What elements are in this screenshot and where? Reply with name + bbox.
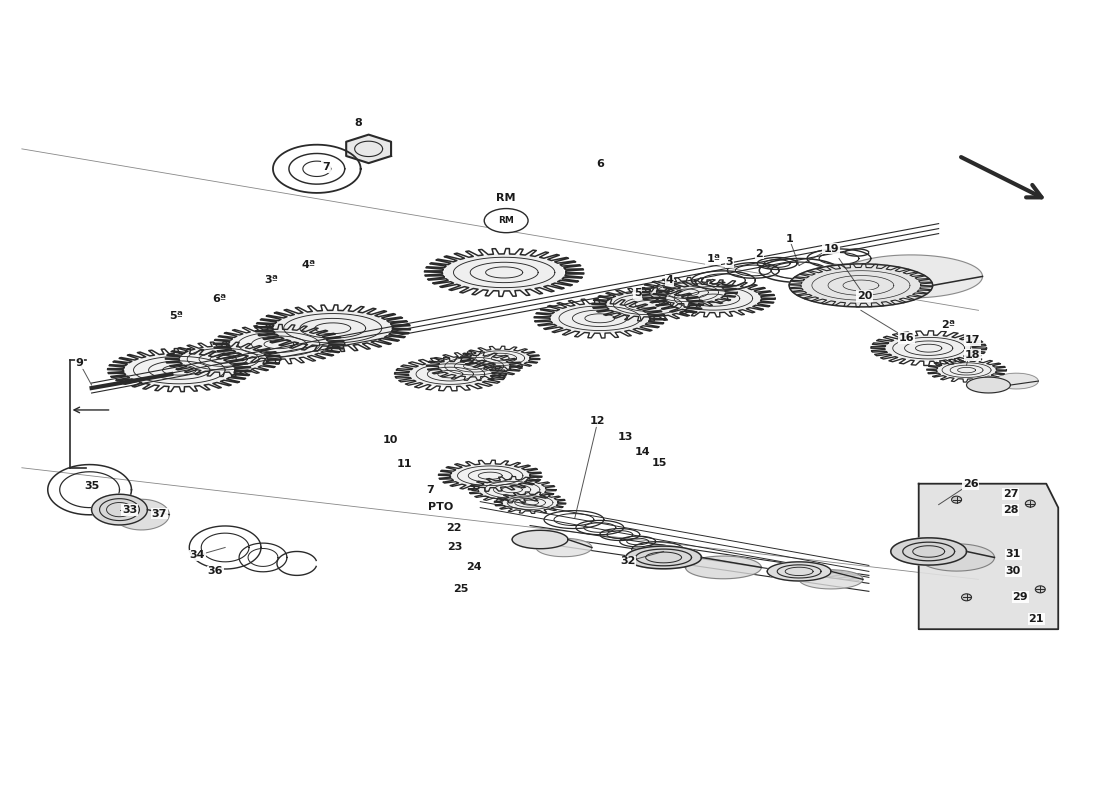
Text: 16: 16 [899, 334, 914, 343]
Polygon shape [651, 282, 724, 303]
Polygon shape [789, 255, 982, 307]
Text: 4: 4 [666, 275, 673, 286]
Text: RM: RM [496, 193, 516, 202]
Polygon shape [440, 356, 508, 377]
Text: 1: 1 [785, 234, 793, 243]
Text: 7: 7 [427, 485, 434, 494]
Polygon shape [938, 362, 996, 378]
Ellipse shape [484, 209, 528, 233]
Polygon shape [480, 480, 544, 499]
Polygon shape [552, 304, 648, 333]
Polygon shape [444, 254, 563, 290]
Text: 9: 9 [76, 358, 84, 368]
Polygon shape [767, 562, 830, 581]
Polygon shape [91, 494, 147, 525]
Ellipse shape [961, 594, 971, 601]
Ellipse shape [1035, 586, 1045, 593]
Polygon shape [626, 546, 702, 569]
Text: 35: 35 [84, 481, 99, 490]
Text: 32: 32 [620, 557, 636, 566]
Polygon shape [918, 484, 1058, 630]
Text: 8: 8 [355, 118, 363, 128]
Polygon shape [231, 330, 327, 358]
Polygon shape [513, 530, 568, 549]
Polygon shape [472, 350, 529, 366]
Text: 22: 22 [447, 522, 462, 533]
Polygon shape [967, 377, 1011, 393]
Polygon shape [891, 538, 967, 565]
Text: 3: 3 [726, 258, 734, 267]
Text: 25: 25 [452, 584, 468, 594]
Text: 30: 30 [1005, 566, 1021, 577]
Text: 15: 15 [652, 458, 668, 468]
Text: 2ª: 2ª [942, 320, 956, 330]
Text: 12: 12 [590, 416, 606, 426]
Text: 10: 10 [383, 435, 398, 445]
Polygon shape [789, 264, 933, 307]
Text: 36: 36 [208, 566, 223, 577]
Polygon shape [275, 311, 390, 346]
Text: 33: 33 [122, 505, 138, 514]
Text: 24: 24 [466, 562, 482, 573]
Polygon shape [125, 354, 233, 386]
Text: 7: 7 [322, 162, 330, 172]
Polygon shape [182, 346, 265, 372]
Polygon shape [891, 538, 994, 571]
Text: RM: RM [498, 216, 514, 225]
Text: 4ª: 4ª [301, 261, 316, 270]
Text: 5ª: 5ª [169, 311, 184, 322]
Text: 28: 28 [1002, 505, 1019, 514]
Text: 21: 21 [1028, 614, 1044, 624]
Text: 19: 19 [823, 243, 839, 254]
Ellipse shape [1025, 500, 1035, 507]
Text: PTO: PTO [428, 502, 453, 512]
Polygon shape [607, 292, 688, 316]
Text: 26: 26 [962, 478, 978, 489]
Polygon shape [504, 494, 557, 510]
Text: 34: 34 [189, 550, 205, 561]
Text: 2: 2 [756, 249, 763, 258]
Text: 6ª: 6ª [212, 294, 227, 304]
Polygon shape [513, 530, 592, 557]
Polygon shape [803, 268, 918, 302]
Text: 13: 13 [618, 432, 634, 442]
Text: 20: 20 [857, 291, 872, 302]
Text: 29: 29 [1012, 592, 1028, 602]
Text: 5: 5 [634, 288, 641, 298]
Text: 6: 6 [596, 159, 604, 169]
Polygon shape [626, 546, 761, 578]
Text: 1ª: 1ª [706, 254, 721, 265]
Text: 14: 14 [635, 447, 650, 457]
Text: 3ª: 3ª [264, 275, 278, 286]
Polygon shape [887, 335, 971, 361]
Polygon shape [91, 494, 169, 530]
Polygon shape [452, 464, 528, 487]
Polygon shape [346, 134, 392, 163]
Polygon shape [668, 285, 759, 312]
Polygon shape [767, 562, 862, 589]
Polygon shape [967, 373, 1038, 393]
Text: 11: 11 [397, 458, 412, 469]
Ellipse shape [952, 496, 961, 503]
Text: 17: 17 [965, 335, 980, 346]
Polygon shape [410, 362, 491, 386]
Text: 27: 27 [1002, 489, 1019, 498]
Text: 37: 37 [152, 509, 167, 518]
Text: 23: 23 [447, 542, 462, 553]
Text: 18: 18 [965, 350, 980, 360]
Text: 31: 31 [1005, 550, 1021, 559]
